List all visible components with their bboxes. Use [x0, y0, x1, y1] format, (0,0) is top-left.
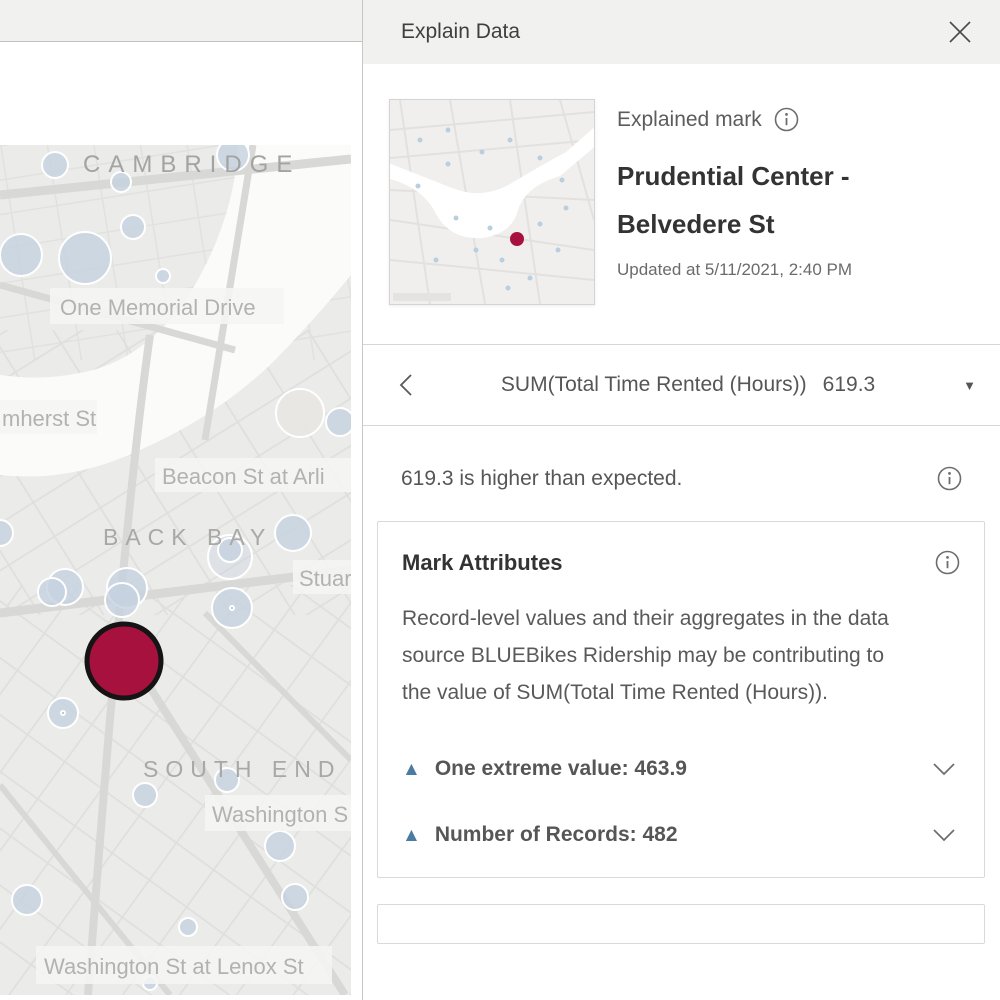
card-body-text: Record-level values and their aggregates… — [402, 600, 914, 711]
measure-selector[interactable]: SUM(Total Time Rented (Hours)) 619.3 ▼ — [363, 344, 1000, 426]
measure-label: SUM(Total Time Rented (Hours)) — [501, 373, 807, 396]
panel-header: Explain Data — [363, 0, 1000, 64]
next-card-partial — [377, 904, 985, 944]
street-label-beacon: Beacon St at Arli — [162, 464, 325, 489]
explained-mark-label: Explained mark — [617, 108, 762, 132]
mark-info: Explained mark Prudential Center - Belve… — [617, 99, 852, 344]
explain-data-panel: Explain Data — [363, 0, 1000, 1000]
street-label-stuart: Stuar — [299, 566, 351, 591]
mark-title-line2: Belvedere St — [617, 209, 775, 239]
expandable-row-label: One extreme value: 463.9 — [435, 757, 932, 781]
insight-text: 619.3 is higher than expected. — [401, 467, 682, 491]
thumb-attribution — [393, 293, 451, 301]
explained-mark-circle[interactable] — [87, 624, 161, 698]
mark-attributes-card: Mark Attributes Record-level values and … — [377, 521, 985, 878]
mark-title-line1: Prudential Center - — [617, 161, 850, 191]
mark-thumbnail-map — [389, 99, 595, 305]
region-label-cambridge: CAMBRIDGE — [83, 151, 300, 178]
tableau-window: CAMBRIDGE One Memorial Drive mherst St B… — [0, 0, 1000, 1000]
info-icon[interactable] — [774, 107, 799, 132]
insight-row: 619.3 is higher than expected. — [363, 426, 1000, 491]
dashboard-toolbar — [0, 0, 362, 42]
mark-title: Prudential Center - Belvedere St — [617, 152, 852, 248]
up-triangle-icon: ▲ — [402, 760, 421, 779]
close-icon[interactable] — [946, 18, 974, 46]
back-icon[interactable] — [393, 370, 423, 400]
street-label-washington: Washington S — [212, 802, 348, 827]
info-icon[interactable] — [937, 466, 962, 491]
mark-summary: Explained mark Prudential Center - Belve… — [363, 64, 1000, 344]
region-label-south-end: SOUTH END — [143, 756, 341, 782]
street-label-one-memorial: One Memorial Drive — [60, 295, 256, 320]
card-title: Mark Attributes — [402, 550, 563, 576]
street-label-amherst: mherst St — [2, 406, 96, 431]
measure-text: SUM(Total Time Rented (Hours)) 619.3 — [423, 373, 953, 397]
thumb-explained-mark — [510, 232, 524, 246]
expandable-row-number-of-records[interactable]: ▲ Number of Records: 482 — [402, 823, 960, 847]
expandable-row-extreme-value[interactable]: ▲ One extreme value: 463.9 — [402, 757, 960, 781]
bikes-map-svg: CAMBRIDGE One Memorial Drive mherst St B… — [0, 145, 351, 995]
region-label-back-bay: BACK BAY — [103, 524, 272, 550]
street-label-washington-lenox: Washington St at Lenox St — [44, 954, 304, 979]
panel-title: Explain Data — [401, 20, 520, 44]
chevron-down-icon[interactable] — [932, 828, 956, 842]
up-triangle-icon: ▲ — [402, 826, 421, 845]
dashboard-area: CAMBRIDGE One Memorial Drive mherst St B… — [0, 0, 363, 1000]
map-visualization[interactable]: CAMBRIDGE One Memorial Drive mherst St B… — [0, 145, 351, 995]
info-icon[interactable] — [935, 550, 960, 575]
chevron-down-icon[interactable] — [932, 762, 956, 776]
expandable-row-label: Number of Records: 482 — [435, 823, 932, 847]
measure-value: 619.3 — [823, 373, 876, 396]
dropdown-caret-icon[interactable]: ▼ — [963, 378, 976, 393]
updated-timestamp: Updated at 5/11/2021, 2:40 PM — [617, 260, 852, 280]
